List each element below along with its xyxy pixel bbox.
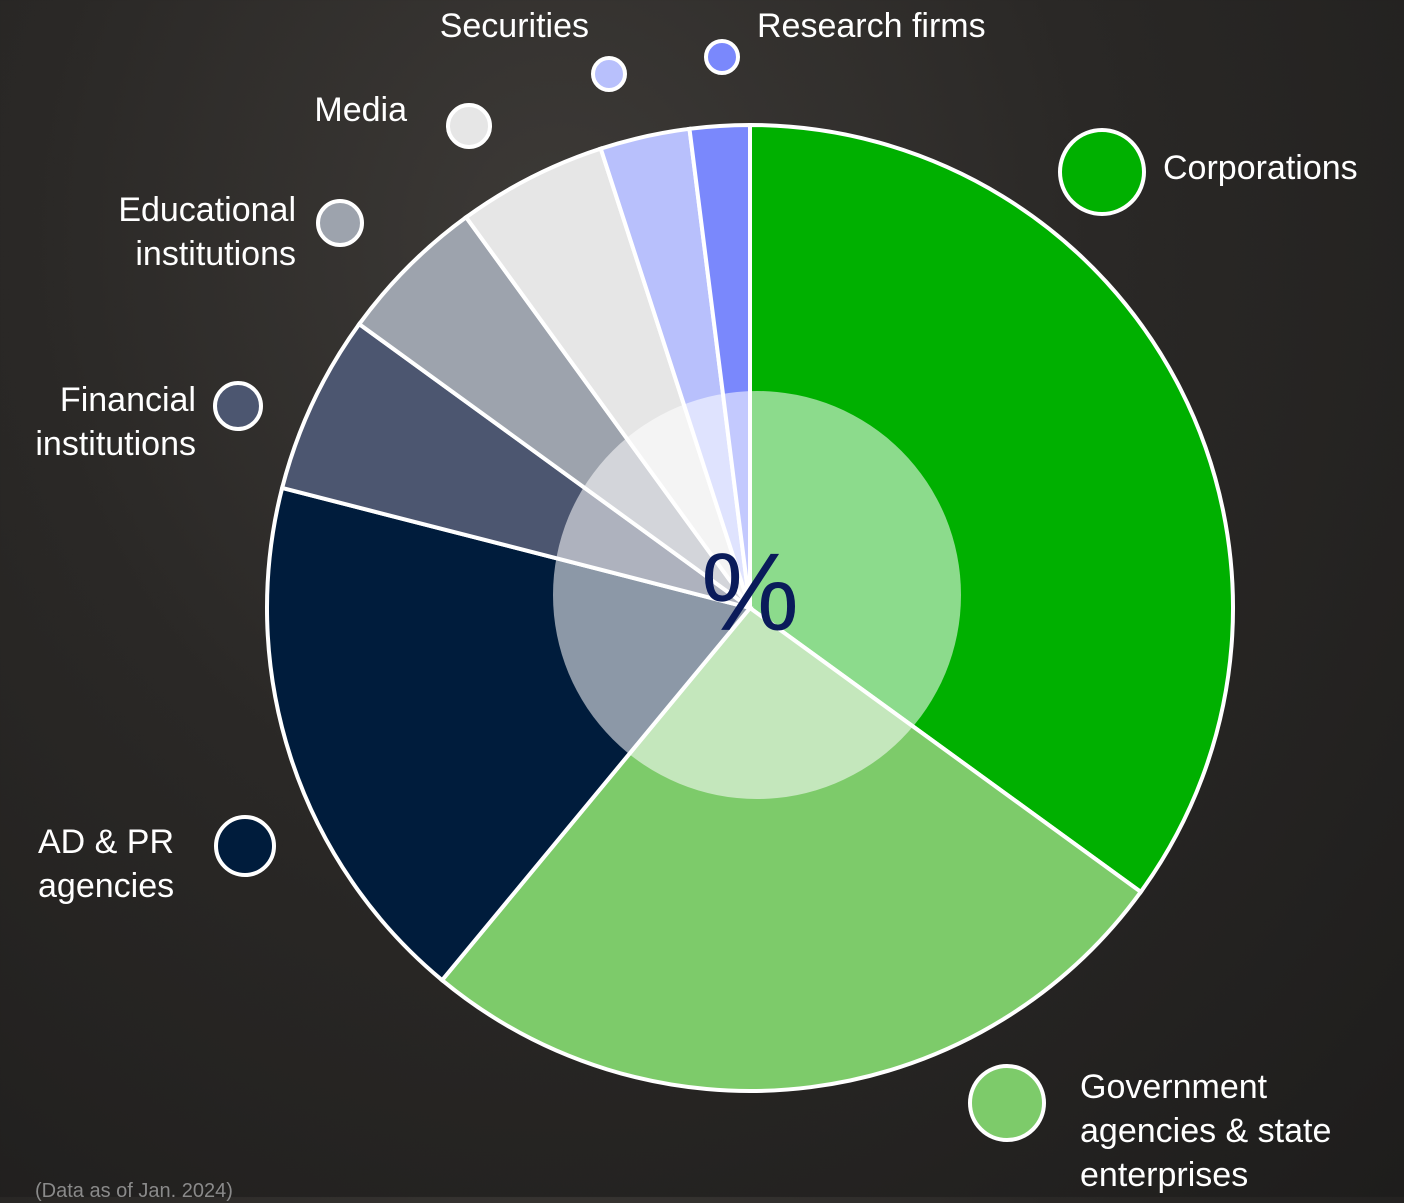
- legend-marker: [706, 41, 738, 73]
- legend-label: Media: [257, 88, 407, 132]
- legend-marker: [216, 817, 274, 875]
- legend-label: Government agencies & state enterprises: [1080, 1065, 1375, 1197]
- page: % (Data as of Jan. 2024) (() => { const …: [0, 0, 1404, 1197]
- legend-label: Financial institutions: [6, 378, 196, 466]
- legend-marker: [970, 1066, 1044, 1140]
- legend-marker: [215, 383, 261, 429]
- legend-marker: [593, 58, 625, 90]
- legend-marker: [318, 201, 362, 245]
- legend-label: Corporations: [1163, 146, 1403, 190]
- legend-marker: [1060, 130, 1144, 214]
- legend-label: Educational institutions: [96, 188, 296, 276]
- legend-marker: [448, 105, 490, 147]
- note: (Data as of Jan. 2024): [35, 1180, 233, 1203]
- legend-label: Securities: [389, 4, 589, 48]
- legend-label: AD & PR agencies: [38, 820, 198, 908]
- center-label: %: [701, 531, 799, 654]
- legend-label: Research firms: [757, 4, 1017, 48]
